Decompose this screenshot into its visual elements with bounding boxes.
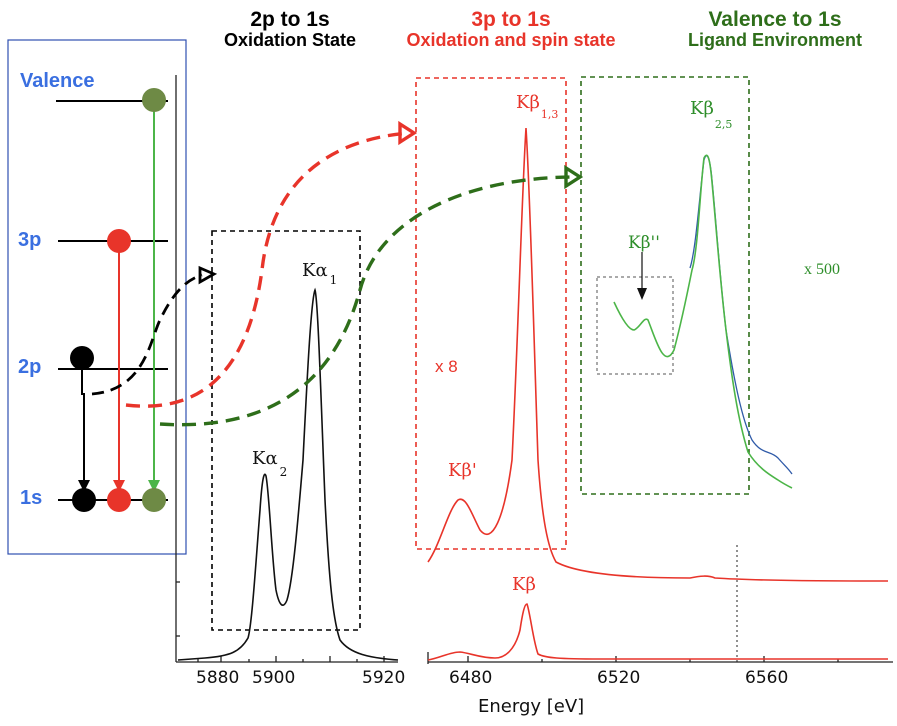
header-valence-subtitle: Ligand Environment <box>687 30 862 51</box>
kb-prime-label: Kβ' <box>448 460 477 481</box>
ka2-subscript: 2 <box>280 465 288 479</box>
left-axis <box>175 75 398 663</box>
1s-electron-olive <box>142 488 166 512</box>
tick-label-6480: 6480 <box>449 668 493 688</box>
level-label-2p: 2p <box>18 356 42 378</box>
energy-level-panel <box>7 39 187 555</box>
header-2p-to-1s: 2p to 1s Oxidation State <box>196 8 384 51</box>
kb-lower-spectrum-curve <box>427 603 888 661</box>
3p-electron <box>107 229 131 253</box>
ka1-subscript: 1 <box>330 273 338 287</box>
valence-green-curve <box>613 154 793 489</box>
ka-spectrum-curve <box>177 287 399 661</box>
level-label-valence: Valence <box>20 70 95 92</box>
green-dashed-transition-arrow <box>159 175 573 427</box>
level-label-1s: 1s <box>20 487 43 509</box>
1s-electron-black <box>72 488 96 512</box>
kb25-subscript: 2,5 <box>715 118 733 131</box>
kb-region-box <box>415 77 567 550</box>
level-label-3p: 3p <box>18 229 42 251</box>
right-axis <box>427 545 893 664</box>
2p-transition-arrow <box>81 370 85 487</box>
ka2-label: Kα2 <box>252 448 287 479</box>
x-axis-label: Energy [eV] <box>478 696 585 717</box>
red-dashed-arrowhead <box>398 120 418 146</box>
kb13-label: Kβ1,3 <box>516 92 558 121</box>
3p-arrowhead <box>113 480 125 492</box>
header-3p-subtitle: Oxidation and spin state <box>406 30 616 51</box>
header-2p-title: 2p to 1s <box>250 8 330 31</box>
header-valence-title: Valence to 1s <box>708 8 842 31</box>
black-dashed-arrowhead <box>198 265 218 285</box>
kb-lower-label: Kβ <box>512 574 536 595</box>
header-valence-to-1s: Valence to 1s Ligand Environment <box>656 8 894 51</box>
header-2p-subtitle: Oxidation State <box>223 30 357 51</box>
tick-label-6520: 6520 <box>597 668 641 688</box>
kb25-label: Kβ2,5 <box>690 98 732 131</box>
2p-electron <box>70 346 94 370</box>
green-dashed-arrowhead <box>564 164 584 190</box>
kb-main-spectrum-curve <box>427 127 889 582</box>
ka-region-box <box>211 230 361 631</box>
kb-double-prime-inset-box <box>596 276 674 375</box>
header-3p-title: 3p to 1s <box>471 8 551 31</box>
tick-label-5880: 5880 <box>196 668 240 688</box>
x500-annotation: x 500 <box>804 261 840 278</box>
kb-double-prime-arrowhead <box>637 288 647 300</box>
1s-electron-red <box>107 488 131 512</box>
tick-label-6560: 6560 <box>745 668 789 688</box>
x8-annotation: x 8 <box>435 357 458 376</box>
red-dashed-transition-arrow <box>125 131 409 408</box>
2p-arrowhead <box>78 480 90 492</box>
black-dashed-transition-arrow <box>91 273 203 396</box>
ka1-label: Kα 1 <box>302 260 337 287</box>
kb-double-prime-label: Kβ'' <box>628 233 660 253</box>
tick-label-5900: 5900 <box>252 668 296 688</box>
valence-region-box <box>580 76 750 495</box>
kb13-subscript: 1,3 <box>541 108 559 121</box>
header-3p-to-1s: 3p to 1s Oxidation and spin state <box>386 8 636 51</box>
valence-arrowhead <box>148 480 160 492</box>
tick-label-5920: 5920 <box>362 668 406 688</box>
valence-electron <box>142 88 166 112</box>
